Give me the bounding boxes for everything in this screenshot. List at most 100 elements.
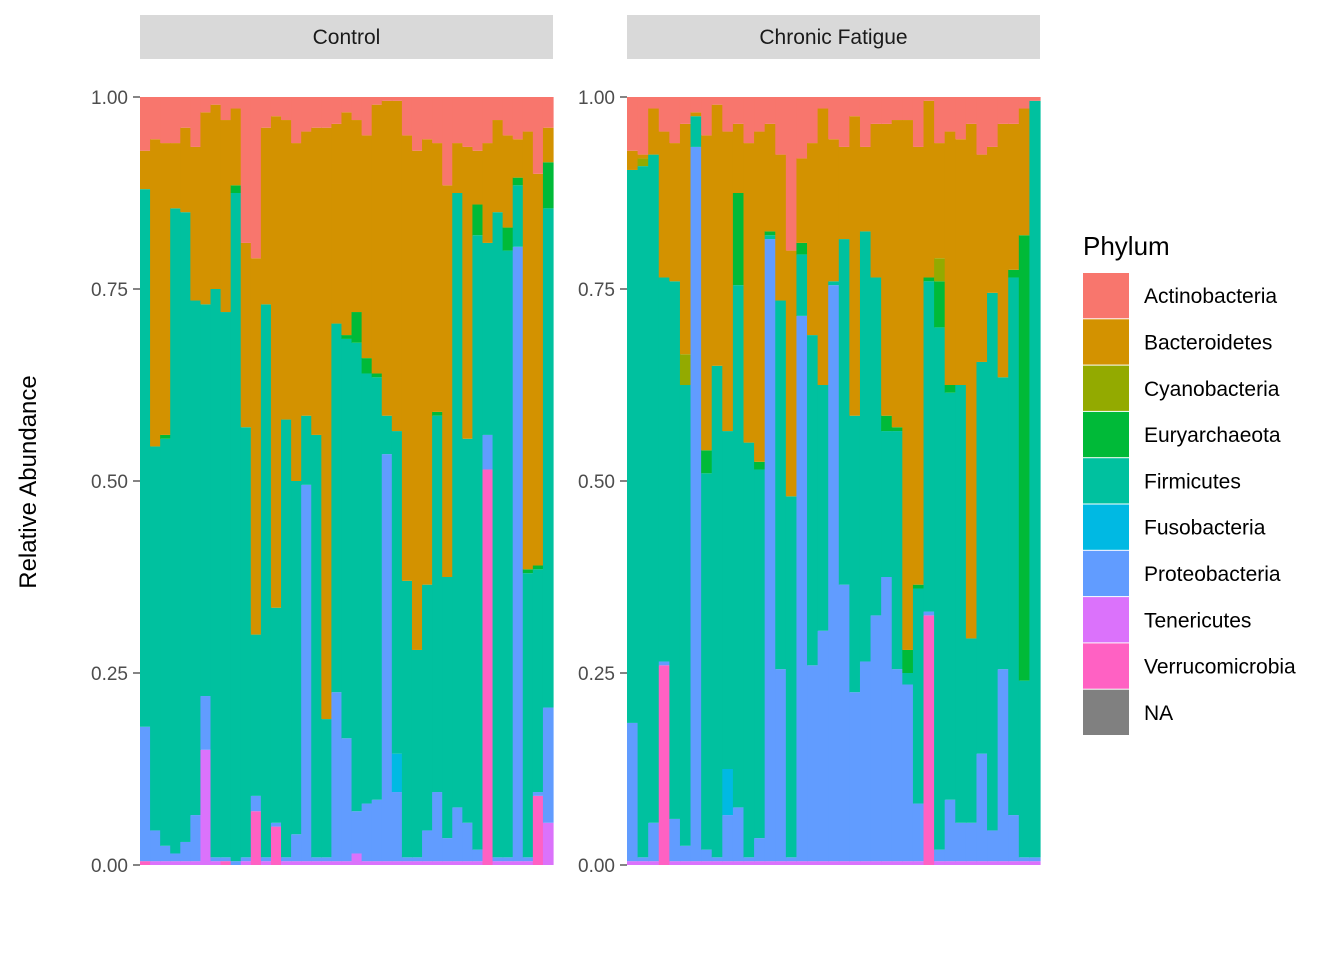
- bar-segment: [838, 146, 850, 240]
- sample-bar: [160, 97, 171, 865]
- bar-segment: [891, 861, 903, 865]
- bar-segment: [934, 281, 946, 328]
- bar-segment: [442, 838, 453, 862]
- bar-segment: [934, 97, 946, 144]
- bar-segment: [150, 97, 161, 140]
- sample-bar: [743, 97, 755, 865]
- bar-segment: [150, 830, 161, 862]
- legend-label: Fusobacteria: [1144, 517, 1266, 540]
- bar-segment: [432, 97, 443, 144]
- bar-segment: [200, 304, 212, 697]
- bar-segment: [472, 235, 484, 850]
- bar-segment: [170, 853, 181, 862]
- sample-bar: [240, 97, 252, 865]
- bar-segment: [220, 861, 232, 865]
- legend-entry: NA: [1083, 689, 1173, 735]
- bar-segment: [532, 569, 544, 793]
- bar-segment: [472, 849, 484, 862]
- bar-segment: [432, 861, 443, 865]
- sample-bar: [391, 97, 403, 865]
- bar-segment: [732, 861, 745, 865]
- bar-segment: [321, 127, 332, 720]
- bar-segment: [902, 684, 914, 862]
- bar-segment: [944, 861, 956, 865]
- bar-segment: [701, 450, 713, 474]
- legend-entry: Actinobacteria: [1083, 273, 1277, 319]
- sample-bar: [371, 97, 383, 865]
- bar-segment: [891, 427, 903, 432]
- legend-key: [1083, 458, 1129, 504]
- sample-bar: [200, 97, 212, 865]
- bar-segment: [690, 112, 702, 117]
- bar-segment: [542, 822, 554, 865]
- bar-segment: [785, 97, 798, 251]
- bar-segment: [1008, 277, 1020, 816]
- bar-segment: [796, 315, 808, 862]
- bar-segment: [775, 300, 787, 670]
- bar-segment: [270, 826, 282, 865]
- bar-segment: [976, 753, 988, 862]
- legend-key: [1083, 273, 1129, 319]
- bar-segment: [965, 822, 978, 862]
- sample-bar: [422, 97, 433, 865]
- bar-segment: [669, 818, 681, 862]
- bar-segment: [512, 139, 524, 178]
- bar-segment: [743, 97, 755, 144]
- bar-segment: [912, 588, 925, 804]
- bar-segment: [341, 738, 353, 862]
- bar-segment: [807, 665, 819, 862]
- sample-bar: [472, 97, 484, 865]
- bar-segment: [701, 473, 713, 850]
- bar-segment: [679, 354, 692, 385]
- sample-bar: [796, 97, 808, 865]
- sample-bar: [230, 97, 242, 865]
- bar-segment: [849, 97, 861, 117]
- sample-bar: [401, 97, 413, 865]
- bar-segment: [955, 861, 967, 865]
- bar-segment: [321, 861, 332, 865]
- y-axis-title: Relative Abundance: [15, 375, 42, 589]
- bar-segment: [411, 861, 423, 865]
- bar-segment: [532, 97, 544, 174]
- sample-bar: [432, 97, 443, 865]
- bar-segment: [637, 97, 649, 155]
- sample-bar: [679, 97, 692, 865]
- bar-segment: [361, 97, 373, 136]
- bar-segment: [260, 861, 272, 865]
- bar-segment: [391, 431, 403, 754]
- bar-segment: [351, 342, 363, 812]
- bar-segment: [492, 97, 504, 121]
- bar-segment: [764, 235, 776, 240]
- bar-segment: [220, 120, 232, 313]
- bar-segment: [859, 861, 872, 865]
- bar-segment: [987, 292, 999, 831]
- facet-strip-label: Control: [313, 26, 381, 49]
- bar-segment: [291, 861, 302, 865]
- bar-segment: [658, 665, 670, 865]
- bar-segment: [669, 861, 681, 865]
- bar-segment: [401, 97, 413, 136]
- bar-segment: [669, 97, 681, 144]
- legend-label: Proteobacteria: [1144, 563, 1281, 586]
- sample-bar: [301, 97, 312, 865]
- bar-segment: [997, 377, 1009, 670]
- bar-segment: [542, 97, 554, 128]
- bar-segment: [658, 277, 670, 662]
- bar-segment: [250, 634, 262, 796]
- bar-segment: [442, 185, 453, 577]
- bar-segment: [711, 104, 723, 366]
- sample-bar: [891, 97, 903, 865]
- bar-segment: [785, 496, 798, 858]
- bar-segment: [881, 123, 893, 416]
- bar-segment: [912, 861, 925, 865]
- bar-segment: [785, 861, 798, 865]
- bar-segment: [502, 857, 514, 862]
- legend-key: [1083, 504, 1129, 550]
- bar-segment: [442, 577, 453, 839]
- legend-label: Euryarchaeota: [1144, 424, 1281, 447]
- bar-segment: [240, 427, 252, 858]
- sample-bar: [482, 97, 494, 865]
- bar-segment: [452, 143, 463, 193]
- bar-segment: [764, 239, 776, 862]
- bar-segment: [775, 861, 787, 865]
